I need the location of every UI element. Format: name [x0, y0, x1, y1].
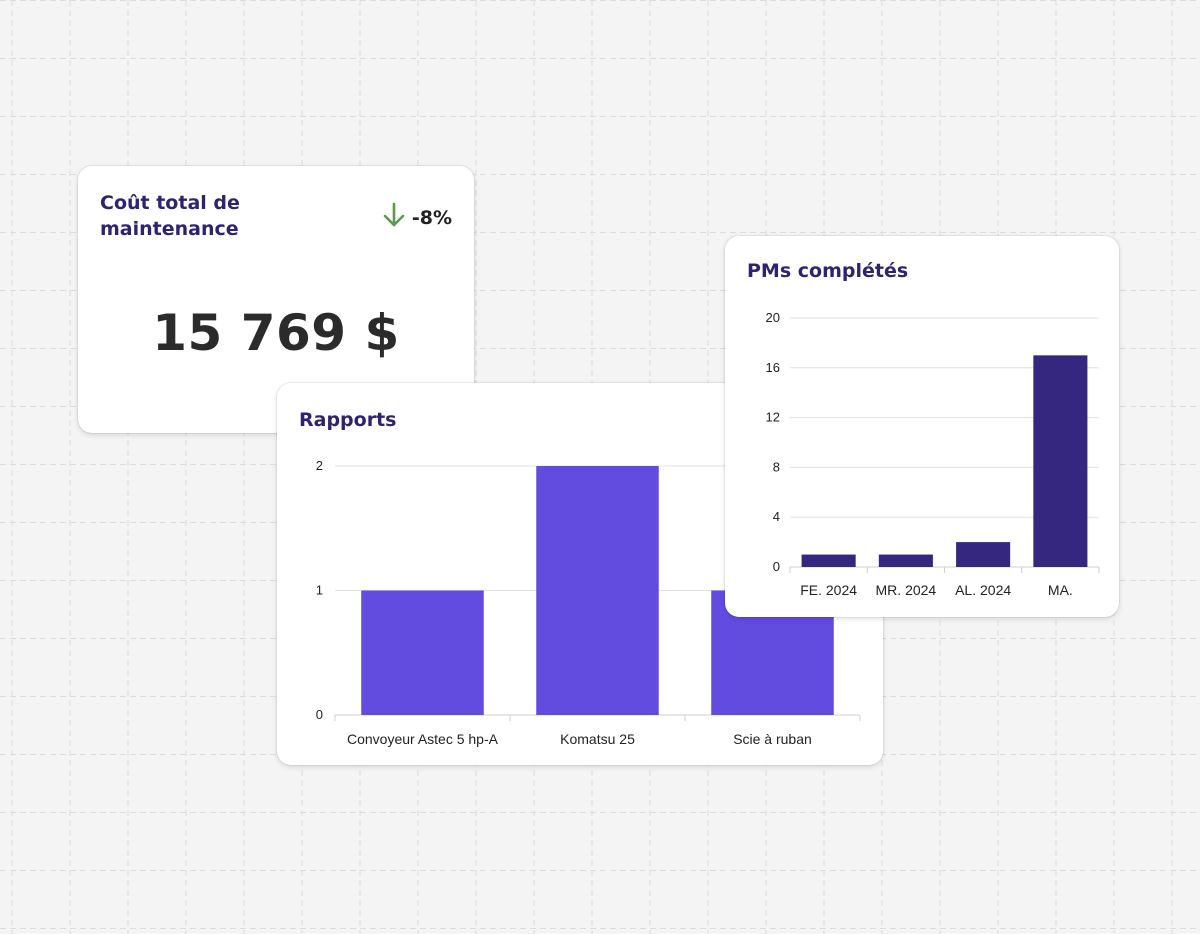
reports-bar[interactable]: [361, 590, 484, 716]
reports-y-tick: 2: [316, 458, 323, 473]
pm-bar[interactable]: [956, 542, 1011, 567]
trend-indicator: -8%: [382, 202, 452, 233]
pm-x-label: MA.: [1048, 582, 1073, 598]
reports-y-tick: 1: [316, 583, 323, 598]
pm-chart: 0 4 8 12 16 20 FE. 2024 MR. 2024 AL. 2024 MA.: [766, 310, 1100, 598]
reports-card-title: Rapports: [299, 409, 397, 431]
pm-x-label: FE. 2024: [800, 582, 857, 598]
pm-bar[interactable]: [878, 554, 933, 567]
reports-x-label: Komatsu 25: [560, 731, 635, 747]
reports-bar[interactable]: [536, 466, 659, 715]
pm-bar[interactable]: [801, 554, 856, 567]
pm-y-tick: 4: [773, 509, 780, 524]
pm-y-tick: 8: [773, 459, 780, 474]
pm-card-title: PMs complétés: [747, 260, 909, 282]
arrow-down-icon: [382, 202, 406, 233]
trend-value: -8%: [411, 206, 452, 229]
reports-x-label: Convoyeur Astec 5 hp-A: [347, 731, 499, 747]
pm-y-tick: 16: [766, 360, 780, 375]
pm-card: PMs complétés 0 4 8 12 16 20 FE. 2024 MR. 2024 A…: [725, 236, 1119, 617]
cost-card-title: Coût total de maintenance: [100, 192, 240, 240]
pm-y-tick: 20: [766, 310, 780, 325]
pm-bar[interactable]: [1033, 355, 1088, 567]
total-cost-value: 15 769 $: [152, 304, 400, 362]
pm-x-label: MR. 2024: [876, 582, 937, 598]
pm-x-label: AL. 2024: [955, 582, 1011, 598]
reports-chart: 0 1 2 Convoyeur Astec 5 hp-A Komatsu 25 Scie …: [316, 458, 861, 747]
pm-y-tick: 0: [773, 559, 780, 574]
reports-x-label: Scie à ruban: [733, 731, 812, 747]
pm-y-tick: 12: [766, 410, 780, 425]
reports-y-tick: 0: [316, 707, 323, 722]
